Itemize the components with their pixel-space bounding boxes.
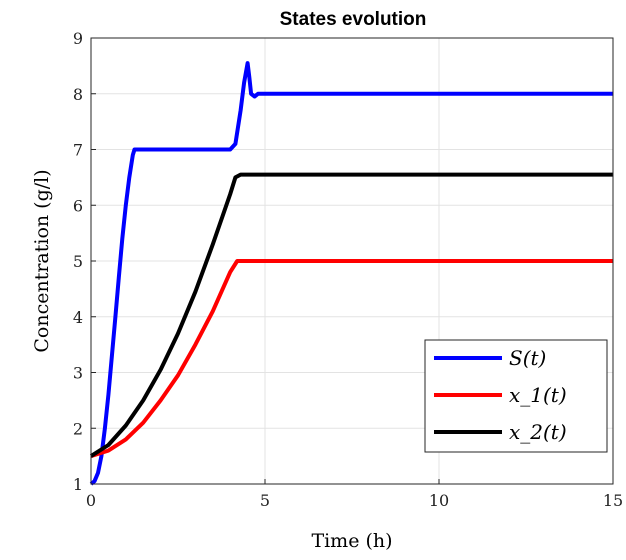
- y-axis-label-text: Concentration (g/l): [31, 169, 53, 352]
- x-tick-label-1: 5: [260, 491, 270, 510]
- legend-label-2: x_2(t): [509, 420, 567, 444]
- y-tick-label-2: 3: [73, 364, 83, 383]
- x-tick-label-0: 0: [86, 491, 96, 510]
- y-tick-label-0: 1: [73, 475, 83, 494]
- y-tick-label-5: 6: [73, 196, 83, 215]
- legend: S(t) x_1(t) x_2(t): [424, 339, 608, 453]
- y-axis-label: Concentration (g/l): [31, 169, 53, 352]
- y-tick-label-6: 7: [73, 141, 83, 160]
- series-line-2: [89, 172, 613, 458]
- y-tick-label-1: 2: [73, 419, 83, 438]
- x-tick-label-2: 10: [429, 491, 449, 510]
- y-tick-label-4: 5: [73, 252, 83, 271]
- series-line-0: [89, 61, 613, 486]
- y-tick-label-8: 9: [73, 29, 83, 48]
- x-tick-label-3: 15: [603, 491, 623, 510]
- axis-ticks: 0 5 10 15 1 2 3 4 5 6 7 8 9: [73, 29, 623, 510]
- series-group: [89, 61, 613, 486]
- y-tick-label-3: 4: [73, 308, 83, 327]
- legend-label-0: S(t): [509, 346, 546, 370]
- y-tick-label-7: 8: [73, 85, 83, 104]
- legend-label-1: x_1(t): [509, 383, 567, 407]
- x-axis-label: Time (h): [311, 530, 392, 552]
- x-axis-label-text: Time (h): [311, 530, 392, 552]
- chart-title: States evolution: [280, 9, 427, 30]
- series-line-1: [90, 259, 613, 459]
